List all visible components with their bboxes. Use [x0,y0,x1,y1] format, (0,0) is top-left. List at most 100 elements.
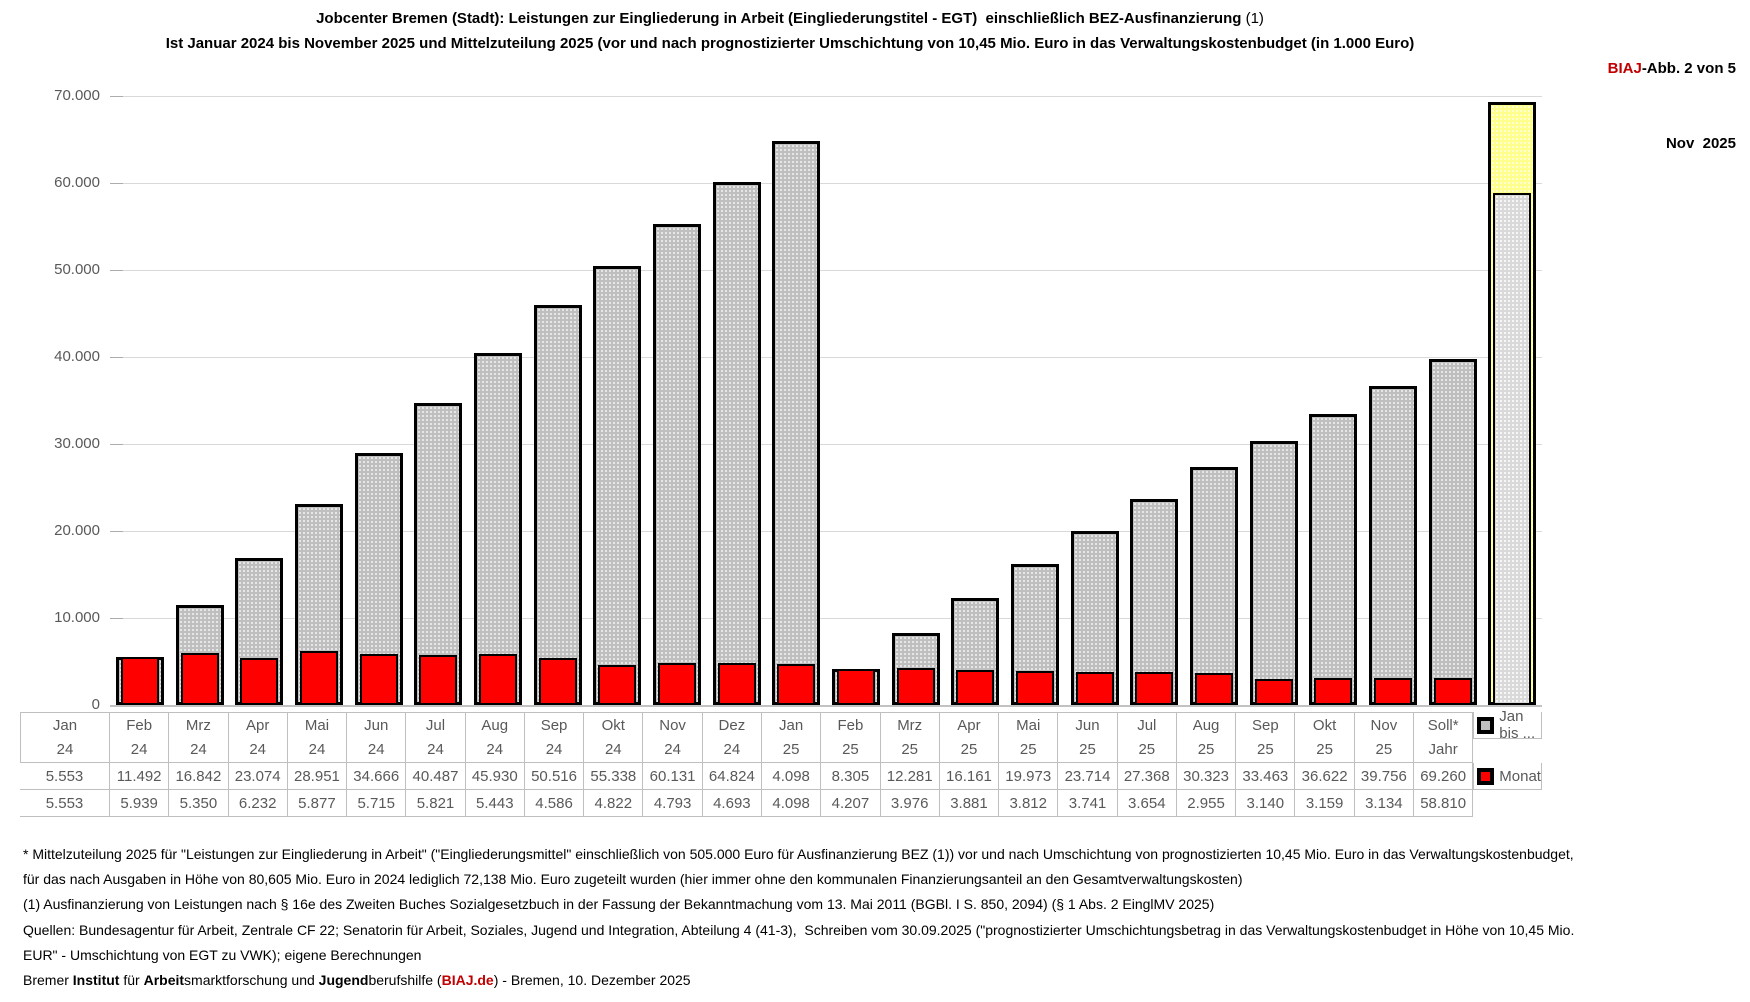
year-label: 25 [782,740,800,758]
month-label: Okt [1312,716,1337,734]
month-bar [836,669,875,705]
text-segment: BIAJ [1607,60,1642,77]
footnote-line: (1) Ausfinanzierung von Leistungen nach … [23,896,1215,913]
cumulative-bar [414,403,463,705]
text-segment: Jugend [318,972,369,989]
year-label: 24 [190,740,207,758]
value-cell: 4.793 [643,790,703,817]
month-label: Feb [126,716,153,734]
month-header-cell: Okt 24 [584,712,644,763]
value-cell: 4.098 [762,763,822,790]
legend-cell: Jan bis ... [1473,708,1542,742]
month-label: Aug [481,716,509,734]
year-label: 24 [486,740,504,758]
month-bar [956,670,995,705]
month-header-cell: Jun 25 [1058,712,1118,763]
value-cell: 5.443 [465,790,525,817]
month-bar [120,656,159,705]
month-bar [478,654,517,705]
figure-date: Nov 2025 [1665,135,1736,152]
year-label: 24 [427,740,444,758]
month-label: Jun [1075,716,1100,734]
text-segment: berufshilfe ( [368,972,442,989]
value-cell: 3.159 [1295,790,1355,817]
month-label: Mrz [185,716,211,734]
cumulative-bar [533,305,582,705]
value-cell: 4.693 [702,790,762,817]
cumulative-bar [772,141,821,705]
month-label: Soll* [1427,716,1459,734]
year-label: 25 [1316,740,1333,758]
value-cell: 23.074 [228,763,288,790]
year-label: 24 [367,740,385,758]
cumulative-bar [652,223,701,705]
month-bar [359,653,398,705]
month-bar [1314,677,1353,705]
y-axis-label: 40.000 [54,348,100,365]
footnote-line: EUR" - Umschichtung von EGT zu VWK); eig… [23,946,422,963]
year-label: 25 [1079,740,1096,758]
y-axis-label: 70.000 [54,87,100,104]
month-header-cell: Jan 24 [20,712,110,763]
month-label: Apr [957,716,981,734]
month-bar [1433,677,1472,705]
value-cell: 2.955 [1176,790,1237,817]
y-axis-label: 30.000 [54,435,100,452]
month-header-cell: Soll* Jahr [1414,712,1474,763]
cumulative-bar [1189,466,1238,705]
value-cell: 30.323 [1176,763,1237,790]
legend-swatch-cumulative [1477,716,1495,734]
value-cell: 5.553 [20,790,110,817]
month-bar [1194,673,1233,705]
month-bar [1493,193,1532,705]
month-header-cell: Jun 24 [347,712,407,763]
y-axis-label: 0 [91,696,100,713]
value-cell: 33.463 [1236,763,1296,790]
month-bar [1373,677,1412,705]
value-cell: 64.824 [702,763,762,790]
cumulative-bar [1428,359,1477,705]
month-header-cell: Jul 24 [406,712,466,763]
text-segment: ) - Bremen, 10. Dezember 2025 [493,972,691,989]
value-cell: 12.281 [880,763,940,790]
value-cell: 23.714 [1058,763,1118,790]
year-label: 24 [249,740,267,758]
month-bar [1254,679,1293,705]
value-cell: 4.822 [584,790,644,817]
cumulative-bar [593,265,642,705]
chart-title-line2: Ist Januar 2024 bis November 2025 und Mi… [165,35,1415,52]
month-label: Jan [52,716,78,734]
month-header-cell: Apr 25 [939,712,1000,763]
year-label: 25 [901,740,919,758]
month-header-cell: Mrz 25 [880,712,940,763]
year-label: 24 [604,740,622,758]
month-header-cell: Apr 24 [228,712,288,763]
value-cell: 50.516 [524,763,585,790]
y-axis-label: 50.000 [54,261,100,278]
month-header-cell: Sep 24 [524,712,585,763]
month-bar [1015,671,1054,705]
month-label: Okt [601,716,625,734]
month-label: Sep [1251,716,1279,734]
month-bar [777,664,816,705]
month-label: Sep [540,716,568,734]
text-segment: -Abb. 2 von 5 [1641,60,1736,77]
text-segment: Jobcenter Bremen (Stadt): Leistungen zur… [316,10,1246,27]
year-label: 25 [1019,740,1037,758]
month-label: Jul [425,716,446,734]
text-segment: (1) [1245,10,1264,27]
cumulative-bar [1130,498,1179,705]
y-axis-label: 20.000 [54,522,100,539]
cumulative-bar [712,181,761,705]
month-label: Nov [659,716,686,734]
figure-reference: BIAJ-Abb. 2 von 5 Nov 2025 [1608,6,1736,206]
month-label: Jan [779,716,804,734]
value-cell: 45.930 [465,763,525,790]
month-label: Feb [837,716,864,734]
value-cell: 69.260 [1414,763,1474,790]
year-label: 25 [1197,740,1215,758]
footnote-line: Quellen: Bundesagentur für Arbeit, Zentr… [23,921,1575,938]
month-bar [717,663,756,705]
month-bar [1075,671,1114,705]
month-label: Nov [1370,716,1398,734]
